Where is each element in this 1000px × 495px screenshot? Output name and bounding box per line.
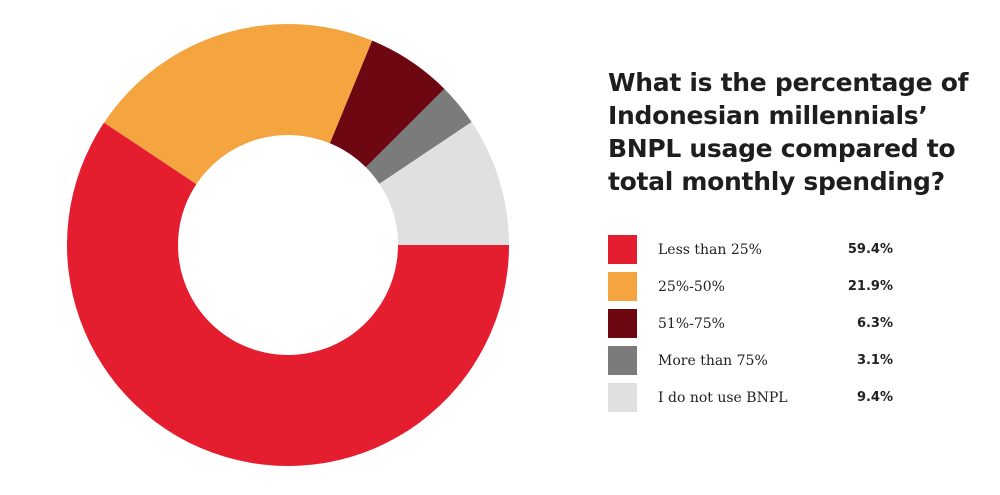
legend-swatch <box>608 235 637 264</box>
donut-slice-2 <box>103 23 373 185</box>
legend-item: 25%-50% 21.9% <box>608 272 908 306</box>
legend-label: 25%-50% <box>658 279 725 295</box>
legend-item: 51%-75% 6.3% <box>608 309 908 343</box>
donut-slice-1 <box>67 122 509 466</box>
legend-swatch <box>608 272 637 301</box>
legend-value: 3.1% <box>856 353 893 368</box>
legend-item: More than 75% 3.1% <box>608 346 908 380</box>
legend-item: Less than 25% 59.4% <box>608 235 908 269</box>
legend-value: 6.3% <box>856 316 893 331</box>
chart-title: What is the percentage of Indonesian mil… <box>608 68 969 196</box>
donut-slice-3 <box>329 40 445 168</box>
legend-swatch <box>608 383 637 412</box>
legend: Less than 25% 59.4% 25%-50% 21.9% 51%-75… <box>608 235 908 420</box>
legend-value: 59.4% <box>847 242 893 257</box>
legend-value: 9.4% <box>856 390 893 405</box>
legend-label: Less than 25% <box>658 242 762 258</box>
donut-chart <box>67 23 509 466</box>
legend-item: I do not use BNPL 9.4% <box>608 383 908 417</box>
legend-value: 21.9% <box>847 279 893 294</box>
donut-slice-5 <box>379 122 509 245</box>
legend-label: I do not use BNPL <box>658 390 788 406</box>
donut-slice-4 <box>365 88 472 184</box>
legend-swatch <box>608 309 637 338</box>
legend-label: More than 75% <box>658 353 768 369</box>
legend-swatch <box>608 346 637 375</box>
legend-label: 51%-75% <box>658 316 725 332</box>
